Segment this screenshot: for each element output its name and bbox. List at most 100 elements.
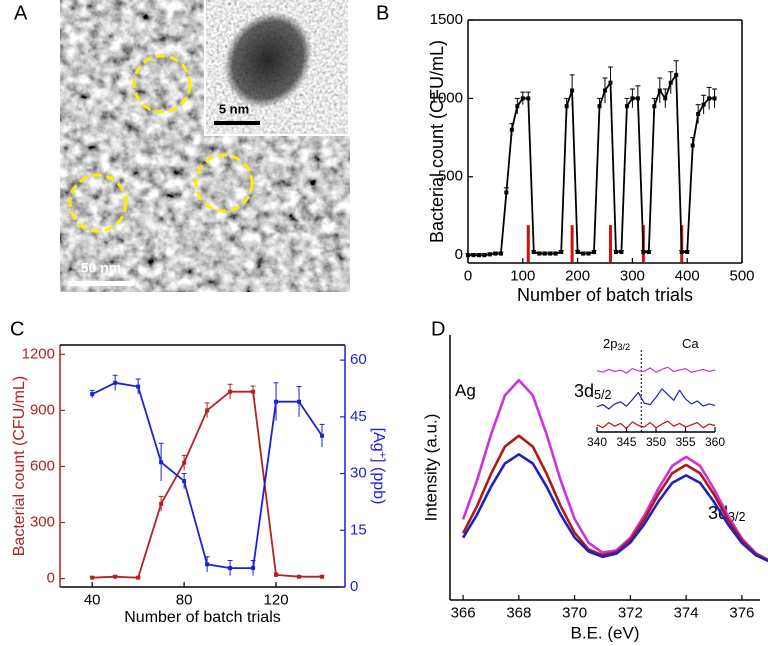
point xyxy=(274,572,279,577)
x-tick-label: 0 xyxy=(464,267,472,284)
point xyxy=(635,96,640,101)
point xyxy=(531,250,536,255)
y2-axis-label-part: ] (ppb) xyxy=(370,458,387,504)
point xyxy=(90,575,95,580)
point xyxy=(471,253,476,258)
point xyxy=(274,399,279,404)
panel-label: C xyxy=(10,318,24,340)
x-tick-label: 355 xyxy=(675,435,695,449)
point xyxy=(586,251,591,256)
point xyxy=(520,96,525,101)
point xyxy=(487,252,492,257)
point xyxy=(707,96,712,101)
point xyxy=(113,574,118,579)
point xyxy=(542,251,547,256)
point xyxy=(228,566,233,571)
x-tick-label: 368 xyxy=(506,604,531,621)
series-line xyxy=(596,366,716,374)
point xyxy=(136,575,141,580)
x-tick-label: 200 xyxy=(565,267,590,284)
scale-bar-label: 50 nm xyxy=(81,260,121,276)
y2-tick-label: 60 xyxy=(350,351,367,368)
inset-scale-bar xyxy=(214,121,260,125)
x-tick-label: 374 xyxy=(674,604,699,621)
point xyxy=(570,88,575,93)
point xyxy=(493,251,498,256)
point xyxy=(537,251,542,256)
point xyxy=(679,250,684,255)
panel-label: B xyxy=(376,2,389,24)
point xyxy=(205,408,210,413)
x-tick-label: 350 xyxy=(646,435,666,449)
y2-axis-label-part: [Ag xyxy=(370,428,387,452)
point xyxy=(466,253,470,258)
point xyxy=(630,96,635,101)
point xyxy=(696,112,701,117)
point xyxy=(646,250,651,255)
point xyxy=(90,392,95,397)
y-tick-label: 0 xyxy=(455,246,463,263)
annotation: 3d5/2 xyxy=(574,381,612,402)
x-tick-label: 100 xyxy=(510,267,535,284)
series-line xyxy=(468,74,715,257)
point xyxy=(690,143,695,148)
x-tick-label: 120 xyxy=(264,591,289,608)
x-tick-label: 300 xyxy=(620,267,645,284)
treatment-marker xyxy=(570,225,574,263)
point xyxy=(564,104,569,109)
point xyxy=(559,250,564,255)
point xyxy=(498,251,503,256)
annotation-part: Ag xyxy=(455,381,476,400)
point xyxy=(251,389,256,394)
series-line xyxy=(461,434,768,562)
highlight-circle xyxy=(68,173,128,233)
y2-tick-label: 45 xyxy=(350,408,367,425)
point xyxy=(597,104,602,109)
y2-tick-label: 0 xyxy=(350,578,358,595)
point xyxy=(553,251,558,256)
point xyxy=(674,72,679,77)
point xyxy=(668,80,673,85)
point xyxy=(297,574,302,579)
point xyxy=(592,250,597,255)
series-line xyxy=(461,453,768,563)
point xyxy=(608,80,613,85)
annotation-part: 3/2 xyxy=(617,342,630,352)
point xyxy=(320,433,325,438)
point xyxy=(515,104,520,109)
annotation-part: 3d xyxy=(574,381,594,401)
point xyxy=(251,566,256,571)
point xyxy=(526,96,531,101)
y-tick-label: 600 xyxy=(30,457,55,474)
y-tick-label: 1200 xyxy=(22,345,55,362)
x-tick-label: 360 xyxy=(705,435,725,449)
point xyxy=(113,380,118,385)
point xyxy=(663,96,668,101)
annotation-part: 2p xyxy=(603,336,617,351)
x-tick-label: 500 xyxy=(729,267,754,284)
point xyxy=(619,250,624,255)
y-tick-label: 900 xyxy=(30,401,55,418)
point xyxy=(136,384,141,389)
y-tick-label: 300 xyxy=(30,513,55,530)
point xyxy=(575,250,580,255)
y2-tick-label: 15 xyxy=(350,521,367,538)
y2-tick-label: 30 xyxy=(350,465,367,482)
annotation: 2p3/2 xyxy=(603,336,630,352)
y-tick-label: 500 xyxy=(438,168,463,185)
nanoparticle xyxy=(223,11,313,109)
x-tick-label: 376 xyxy=(729,604,754,621)
point xyxy=(182,460,187,465)
x-tick-label: 400 xyxy=(675,267,700,284)
point xyxy=(297,399,302,404)
annotation-part: Ca xyxy=(682,336,699,351)
y-tick-label: 1500 xyxy=(430,11,463,28)
y2-axis-label-part: + xyxy=(376,452,388,459)
point xyxy=(476,253,481,258)
y-axis-label: Intensity (a.u.) xyxy=(421,414,440,522)
point xyxy=(228,389,233,394)
x-tick-label: 372 xyxy=(618,604,643,621)
annotation-part: 5/2 xyxy=(594,388,612,402)
series-line xyxy=(92,390,322,579)
x-tick-label: 340 xyxy=(587,435,607,449)
